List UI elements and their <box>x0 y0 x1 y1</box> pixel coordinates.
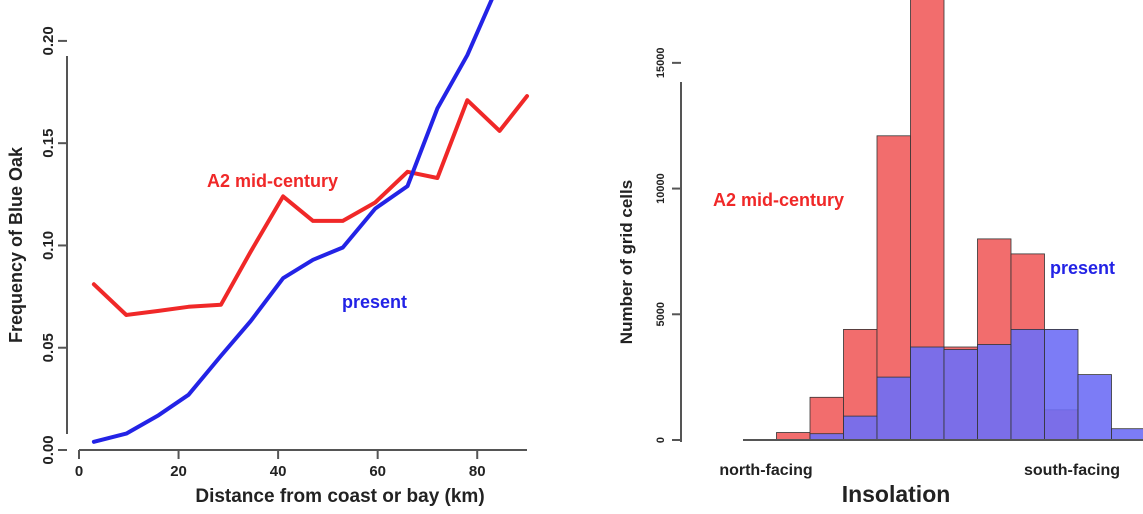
line-chart-panel: 0 20 40 60 80 0.00 0.05 0.10 0.15 0.20 Distance … <box>6 0 529 507</box>
x-tick-label: 80 <box>469 463 486 480</box>
x-end-label-south: south-facing <box>1024 462 1120 479</box>
annotation-a2-mid-century: A2 mid-century <box>713 190 844 210</box>
x-end-label-north: north-facing <box>719 462 812 479</box>
histogram-bar-present <box>876 376 911 441</box>
line-chart-axes <box>66 56 527 451</box>
y-tick-label: 5000 <box>655 302 667 326</box>
x-tick-label: 0 <box>75 463 83 480</box>
x-axis-title: Insolation <box>842 481 951 507</box>
x-tick-label: 20 <box>170 463 187 480</box>
histogram-bar-present <box>977 344 1012 441</box>
y-tick-label: 0.20 <box>40 26 57 55</box>
y-axis-title: Number of grid cells <box>617 180 636 344</box>
histogram-bar-present <box>1077 374 1112 441</box>
y-tick-label: 15000 <box>655 48 667 79</box>
y-tick-group: 0 5000 10000 15000 <box>655 48 681 443</box>
histogram-bar-present <box>1111 428 1143 441</box>
series-line-a2-mid-century <box>91 94 529 317</box>
histogram-bar-present <box>843 415 878 441</box>
annotation-present: present <box>342 292 407 312</box>
x-tick-label: 40 <box>270 463 287 480</box>
histogram-bar-present <box>943 349 978 441</box>
y-tick-label: 0.10 <box>40 231 57 260</box>
histogram-bar-present <box>1010 328 1045 441</box>
annotation-a2-mid-century: A2 mid-century <box>207 171 338 191</box>
line-series-group <box>91 0 529 444</box>
x-tick-group: 0 20 40 60 80 <box>75 450 486 480</box>
y-axis-title: Frequency of Blue Oak <box>6 146 26 343</box>
histogram-panel: 0 5000 10000 15000 Number of grid cells Ins… <box>617 0 1143 507</box>
annotation-present: present <box>1050 258 1115 278</box>
histogram-bar-present <box>910 346 945 441</box>
y-tick-label: 0.15 <box>40 129 57 158</box>
histogram-bar-a2-mid-century <box>776 432 811 441</box>
y-tick-label: 10000 <box>655 173 667 204</box>
histogram-series-present <box>809 328 1143 441</box>
y-tick-group: 0.00 0.05 0.10 0.15 0.20 <box>40 26 67 465</box>
y-tick-label: 0 <box>655 437 667 443</box>
histogram-bar-present <box>1044 328 1079 441</box>
y-tick-label: 0.05 <box>40 333 57 362</box>
x-tick-label: 60 <box>369 463 386 480</box>
y-tick-label: 0.00 <box>40 435 57 464</box>
x-axis-title: Distance from coast or bay (km) <box>195 486 484 507</box>
series-line-present <box>91 0 494 444</box>
